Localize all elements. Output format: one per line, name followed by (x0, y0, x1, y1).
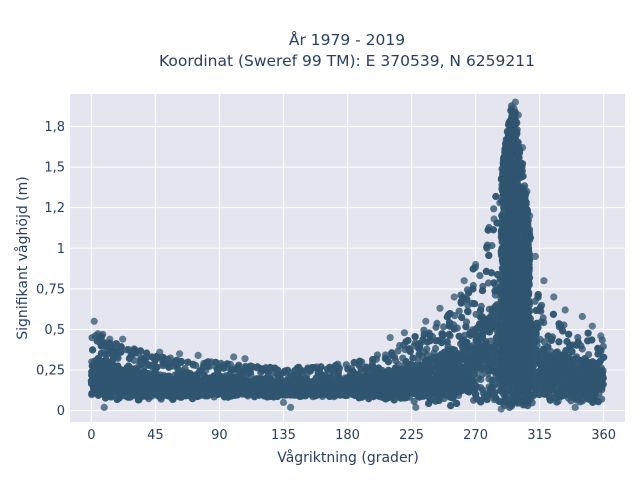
data-point (402, 394, 410, 402)
data-point (578, 345, 586, 353)
data-point (445, 330, 453, 338)
data-point (394, 347, 402, 355)
data-point (600, 353, 608, 361)
data-point (165, 363, 173, 371)
data-point (192, 361, 200, 370)
data-point (432, 323, 440, 331)
data-point (415, 351, 423, 359)
data-points (87, 98, 608, 413)
data-point (484, 279, 493, 287)
data-point (476, 272, 484, 280)
data-point (477, 375, 485, 384)
data-point (584, 329, 592, 337)
data-point (565, 330, 573, 338)
data-point (114, 354, 122, 362)
data-point (107, 393, 115, 401)
data-point (490, 205, 498, 213)
data-point (463, 295, 471, 303)
data-point (410, 397, 418, 405)
data-point (159, 360, 167, 368)
data-point (455, 307, 463, 315)
data-point (547, 335, 556, 343)
data-point (578, 397, 587, 405)
data-point (123, 346, 131, 354)
data-point (440, 323, 448, 331)
data-point (423, 345, 431, 353)
data-point (549, 310, 558, 318)
data-point (477, 384, 485, 392)
